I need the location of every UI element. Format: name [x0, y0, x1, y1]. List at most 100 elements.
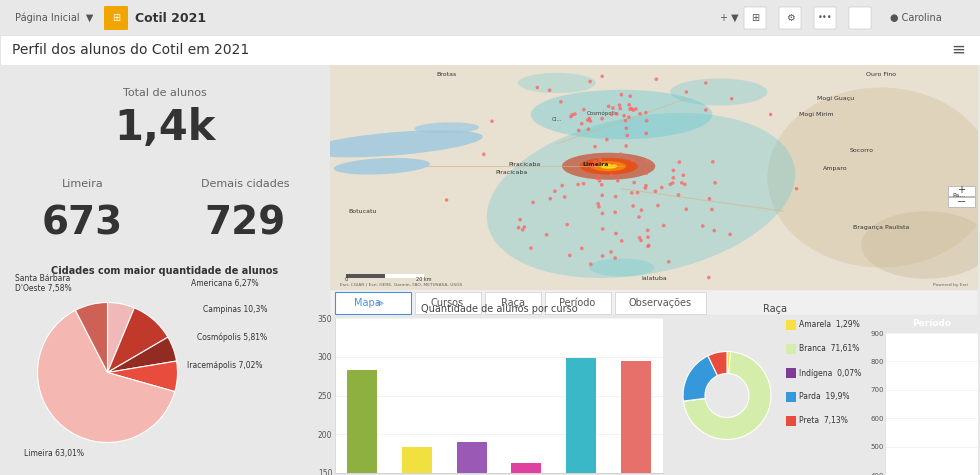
Text: Preta  7,13%: Preta 7,13%	[799, 417, 848, 426]
Point	[612, 101, 627, 109]
Point	[638, 130, 654, 137]
Point	[553, 98, 568, 105]
Point	[580, 125, 596, 133]
Ellipse shape	[861, 211, 980, 279]
Text: −: −	[956, 197, 966, 207]
Point	[542, 86, 558, 94]
Point	[604, 248, 619, 256]
Text: Parda  19,9%: Parda 19,9%	[799, 392, 850, 401]
Point	[628, 105, 644, 113]
Text: Mogi Mirim: Mogi Mirim	[799, 112, 833, 117]
Ellipse shape	[670, 78, 767, 105]
Text: Total de alunos: Total de alunos	[123, 88, 207, 98]
Point	[608, 209, 623, 216]
Wedge shape	[108, 361, 177, 391]
FancyBboxPatch shape	[779, 7, 801, 29]
Point	[608, 254, 623, 262]
Point	[513, 216, 528, 224]
Ellipse shape	[589, 258, 654, 276]
Point	[564, 111, 580, 119]
Wedge shape	[683, 352, 771, 439]
Bar	[620, 361, 651, 475]
Text: Cosmópolis: Cosmópolis	[586, 110, 618, 115]
FancyBboxPatch shape	[104, 6, 128, 30]
Text: ✏: ✏	[377, 298, 384, 307]
Point	[560, 221, 575, 228]
Point	[604, 171, 619, 179]
Point	[581, 115, 597, 123]
FancyBboxPatch shape	[484, 292, 541, 314]
Text: Ialatuba: Ialatuba	[641, 276, 666, 281]
Point	[704, 206, 719, 213]
Point	[564, 113, 579, 120]
Text: Piracicaba: Piracicaba	[509, 162, 541, 167]
Text: Cotil 2021: Cotil 2021	[135, 11, 206, 25]
Wedge shape	[108, 308, 168, 372]
FancyBboxPatch shape	[614, 292, 706, 314]
Point	[562, 252, 577, 259]
Text: Cursos: Cursos	[431, 297, 465, 307]
Point	[621, 101, 637, 109]
Point	[674, 179, 690, 187]
Point	[609, 110, 624, 118]
Text: ⊞: ⊞	[112, 13, 121, 23]
Point	[632, 234, 648, 242]
Text: Limeira: Limeira	[62, 179, 103, 189]
Wedge shape	[683, 356, 717, 401]
Point	[649, 76, 664, 83]
Point	[567, 110, 583, 118]
Point	[590, 200, 606, 208]
Point	[613, 237, 629, 245]
Text: Mapa: Mapa	[354, 297, 381, 307]
Title: Raça: Raça	[763, 304, 788, 314]
Point	[640, 227, 656, 234]
Point	[702, 195, 717, 203]
Point	[656, 222, 671, 229]
FancyBboxPatch shape	[330, 65, 978, 290]
Point	[624, 189, 640, 197]
Point	[638, 109, 654, 116]
Point	[626, 179, 642, 186]
Ellipse shape	[487, 113, 796, 278]
Wedge shape	[37, 310, 174, 443]
Point	[662, 180, 678, 188]
Point	[724, 95, 740, 103]
Text: ⚙: ⚙	[786, 13, 795, 23]
Text: Americana 6,27%: Americana 6,27%	[190, 279, 258, 288]
Point	[639, 157, 655, 164]
Point	[707, 227, 722, 234]
Ellipse shape	[415, 122, 479, 133]
Text: Cosmópolis 5,81%: Cosmópolis 5,81%	[197, 333, 268, 342]
Point	[665, 167, 681, 174]
Point	[582, 117, 598, 125]
Point	[574, 245, 590, 252]
FancyBboxPatch shape	[385, 274, 424, 277]
FancyBboxPatch shape	[814, 7, 836, 29]
Text: Piracicaba: Piracicaba	[495, 171, 527, 175]
Point	[595, 191, 611, 199]
Point	[633, 237, 649, 244]
Text: + ▼: + ▼	[720, 13, 739, 23]
Point	[484, 117, 500, 125]
Point	[661, 258, 676, 266]
Text: Amarela  1,29%: Amarela 1,29%	[799, 321, 859, 330]
Point	[580, 116, 596, 124]
Point	[587, 158, 603, 165]
Point	[632, 110, 648, 118]
Point	[594, 181, 610, 189]
Ellipse shape	[517, 73, 596, 93]
Point	[574, 120, 590, 127]
Ellipse shape	[531, 90, 712, 139]
Point	[722, 230, 738, 238]
Point	[670, 191, 686, 199]
Text: Período: Período	[912, 320, 951, 329]
Point	[608, 193, 623, 200]
Point	[523, 244, 539, 252]
FancyBboxPatch shape	[545, 292, 611, 314]
Ellipse shape	[334, 158, 430, 174]
Point	[516, 223, 532, 231]
Point	[698, 106, 713, 114]
Bar	[566, 358, 596, 475]
Text: Perfil dos alunos do Cotil em 2021: Perfil dos alunos do Cotil em 2021	[12, 43, 249, 57]
Point	[587, 143, 603, 151]
